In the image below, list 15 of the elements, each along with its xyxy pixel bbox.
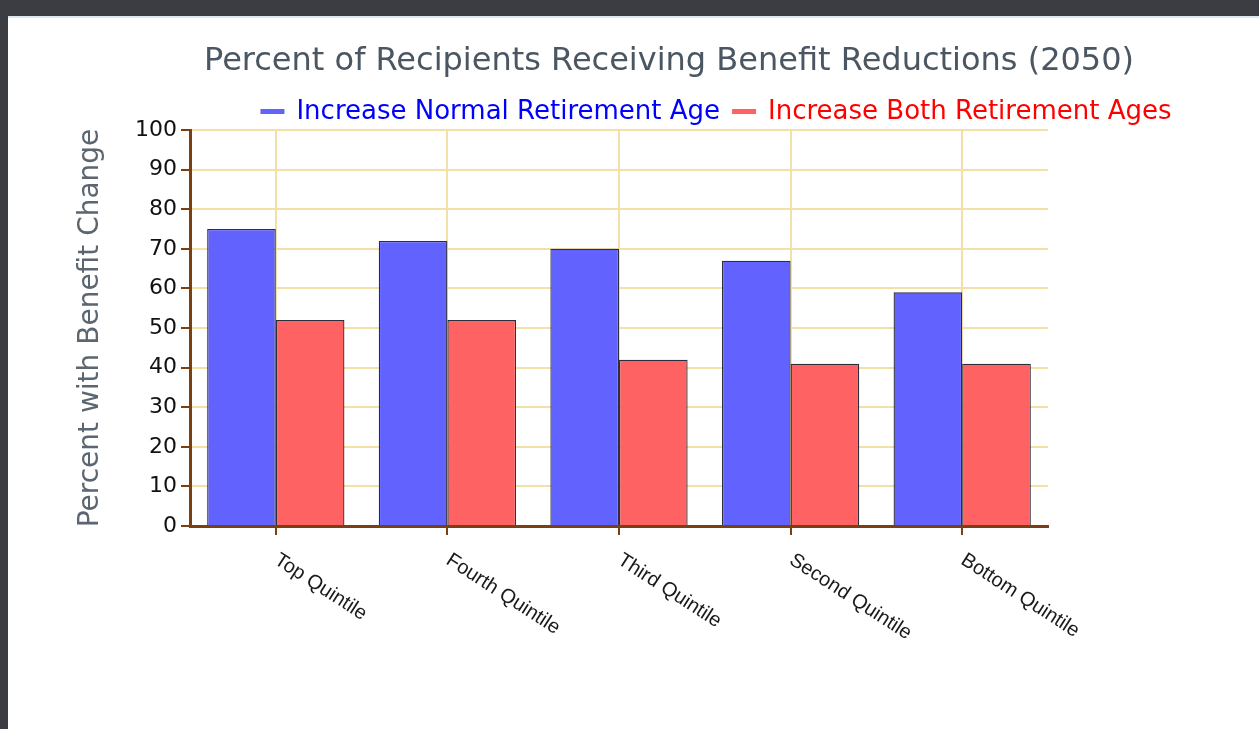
- y-tick-label: 90: [149, 155, 177, 181]
- y-tick-label: 20: [149, 432, 177, 458]
- legend-label: Increase Normal Retirement Age: [296, 94, 721, 125]
- y-tick-label: 70: [149, 234, 177, 260]
- legend-label: Increase Both Retirement Ages: [768, 94, 1172, 125]
- y-tick-label: 30: [149, 392, 177, 418]
- y-tick-label: 100: [135, 115, 177, 141]
- y-tick-label: 80: [149, 194, 177, 220]
- y-tick-label: 60: [149, 274, 177, 300]
- y-tick-label: 40: [149, 353, 177, 379]
- chart-title: Percent of Recipients Receiving Benefit Reductions (2050): [203, 40, 1135, 79]
- y-axis-title: Percent with Benefit Change: [72, 128, 106, 528]
- y-tick-label: 0: [163, 511, 177, 537]
- y-tick-label: 10: [149, 472, 177, 498]
- y-tick-label: 50: [149, 313, 177, 339]
